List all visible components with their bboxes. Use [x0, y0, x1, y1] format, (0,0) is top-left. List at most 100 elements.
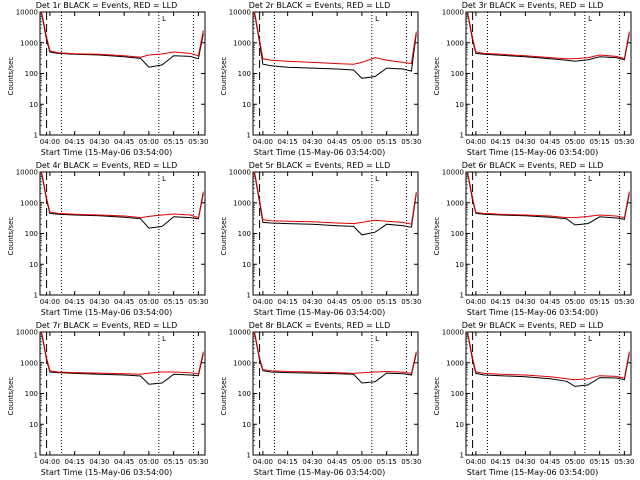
x-tick-label: 05:00 [352, 458, 372, 466]
chart-panel-det-5r: Det 5r BLACK = Events, RED = LLD Counts/… [213, 160, 426, 320]
chart-panel-det-7r: Det 7r BLACK = Events, RED = LLD Counts/… [0, 320, 213, 480]
x-tick-label: 05:30 [401, 298, 421, 306]
x-axis-label: Start Time (15-May-06 03:54:00) [40, 148, 173, 157]
x-axis-label: Start Time (15-May-06 03:54:00) [40, 308, 173, 317]
y-tick-label: 100 [451, 230, 464, 238]
y-tick-label: 10 [242, 421, 251, 429]
x-tick-label: 04:15 [278, 458, 298, 466]
plot-frame [465, 171, 632, 296]
plot-area: 1 10 100 1000 10000 04:00 04:15 04:30 04:45 05:00… [16, 329, 209, 467]
y-tick-label: 10000 [229, 329, 251, 337]
x-tick-label: 05:00 [565, 138, 585, 146]
x-tick-label: 05:30 [188, 458, 208, 466]
x-tick-label: 05:15 [590, 458, 610, 466]
chart-title: Det 5r BLACK = Events, RED = LLD [248, 161, 391, 170]
plot-frame [39, 171, 206, 296]
chart-title: Det 7r BLACK = Events, RED = LLD [35, 321, 178, 330]
x-axis-label: Start Time (15-May-06 03:54:00) [253, 308, 386, 317]
marker-label: L [162, 335, 166, 343]
events-series-line [254, 13, 417, 79]
y-tick-label: 1000 [233, 39, 251, 47]
marker-label: L [375, 175, 379, 183]
x-tick-label: 05:30 [401, 138, 421, 146]
x-tick-label: 04:45 [327, 458, 347, 466]
x-tick-label: 05:00 [565, 298, 585, 306]
chart-panel-det-2r: Det 2r BLACK = Events, RED = LLD Counts/… [213, 0, 426, 160]
plot-frame [252, 331, 419, 456]
x-tick-label: 04:30 [302, 138, 322, 146]
y-tick-label: 1 [247, 132, 251, 140]
marker-label: L [588, 175, 592, 183]
marker-label: L [375, 15, 379, 23]
lld-series-line [41, 11, 204, 58]
y-tick-label: 10 [242, 261, 251, 269]
y-tick-label: 10 [242, 101, 251, 109]
x-tick-label: 05:00 [139, 138, 159, 146]
y-tick-label: 1 [460, 292, 464, 300]
y-tick-label: 100 [451, 390, 464, 398]
events-series-line [41, 173, 204, 229]
marker-label: L [162, 15, 166, 23]
x-tick-label: 04:15 [491, 298, 511, 306]
x-tick-label: 04:00 [466, 138, 486, 146]
lld-series-line [467, 11, 630, 60]
plot-area: 1 10 100 1000 10000 04:00 04:15 04:30 04:45 05:00… [229, 329, 422, 467]
chart-panel-det-6r: Det 6r BLACK = Events, RED = LLD Counts/… [426, 160, 639, 320]
x-axis-label: Start Time (15-May-06 03:54:00) [466, 148, 599, 157]
events-series-line [467, 13, 630, 62]
chart-title: Det 4r BLACK = Events, RED = LLD [35, 161, 178, 170]
x-tick-label: 04:45 [540, 458, 560, 466]
x-tick-label: 05:30 [188, 138, 208, 146]
x-axis-label: Start Time (15-May-06 03:54:00) [253, 148, 386, 157]
y-tick-label: 100 [451, 70, 464, 78]
events-series-line [467, 333, 630, 387]
y-tick-label: 10 [455, 101, 464, 109]
x-tick-label: 05:00 [352, 298, 372, 306]
y-tick-label: 10000 [16, 9, 38, 17]
y-tick-label: 100 [238, 390, 251, 398]
lld-series-line [254, 171, 417, 225]
y-tick-label: 1 [460, 132, 464, 140]
chart-panel-det-9r: Det 9r BLACK = Events, RED = LLD Counts/… [426, 320, 639, 480]
chart-title: Det 3r BLACK = Events, RED = LLD [461, 1, 604, 10]
x-axis-label: Start Time (15-May-06 03:54:00) [466, 308, 599, 317]
y-tick-label: 1000 [446, 199, 464, 207]
plot-frame [252, 11, 419, 136]
y-tick-label: 10000 [229, 9, 251, 17]
x-tick-label: 04:45 [114, 138, 134, 146]
events-series-line [467, 173, 630, 226]
events-series-line [254, 173, 417, 236]
marker-label: L [375, 335, 379, 343]
chart-panel-det-3r: Det 3r BLACK = Events, RED = LLD Counts/… [426, 0, 639, 160]
x-tick-label: 04:30 [89, 298, 109, 306]
plot-area: 1 10 100 1000 10000 04:00 04:15 04:30 04:45 05:00… [16, 9, 209, 147]
x-tick-label: 05:15 [377, 458, 397, 466]
y-tick-label: 1000 [20, 199, 38, 207]
x-tick-label: 04:15 [65, 138, 85, 146]
events-series-line [41, 333, 204, 385]
x-tick-label: 04:15 [491, 138, 511, 146]
plot-frame [252, 171, 419, 296]
y-tick-label: 10000 [442, 9, 464, 17]
x-tick-label: 04:15 [491, 458, 511, 466]
x-tick-label: 04:00 [253, 458, 273, 466]
x-tick-label: 04:30 [302, 298, 322, 306]
x-tick-label: 04:15 [278, 138, 298, 146]
y-tick-label: 1000 [20, 39, 38, 47]
plot-area: 1 10 100 1000 10000 04:00 04:15 04:30 04:45 05:00… [229, 9, 422, 147]
x-tick-label: 04:30 [515, 458, 535, 466]
x-tick-label: 05:00 [565, 458, 585, 466]
chart-title: Det 2r BLACK = Events, RED = LLD [248, 1, 391, 10]
x-tick-label: 05:15 [164, 298, 184, 306]
x-tick-label: 04:30 [515, 138, 535, 146]
y-tick-label: 1 [34, 452, 38, 460]
lld-series-line [467, 171, 630, 219]
y-tick-label: 10000 [229, 169, 251, 177]
chart-title: Det 6r BLACK = Events, RED = LLD [461, 161, 604, 170]
x-tick-label: 04:30 [302, 458, 322, 466]
chart-panel-det-1r: Det 1r BLACK = Events, RED = LLD Counts/… [0, 0, 213, 160]
x-tick-label: 05:30 [188, 298, 208, 306]
x-tick-label: 05:15 [164, 138, 184, 146]
y-tick-label: 1000 [446, 39, 464, 47]
y-tick-label: 1 [247, 452, 251, 460]
